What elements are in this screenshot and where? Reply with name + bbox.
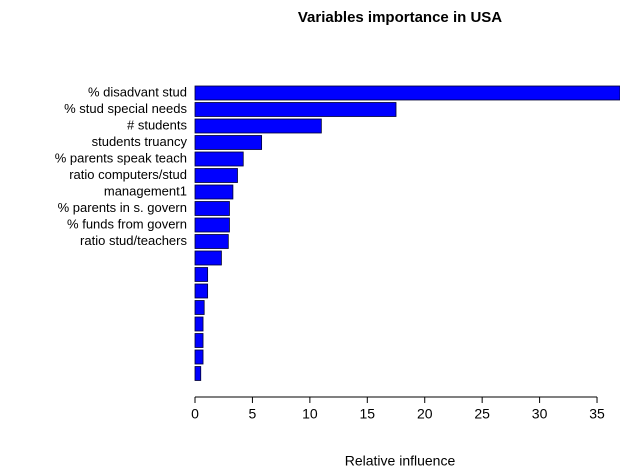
bar (194, 151, 244, 167)
bar (194, 217, 230, 233)
x-tick-label: 5 (249, 406, 257, 422)
y-tick-label: ratio stud/teachers (80, 233, 187, 248)
bar (194, 85, 620, 101)
bar (194, 300, 205, 315)
y-tick-label: % funds from govern (67, 216, 187, 231)
bar (194, 184, 234, 200)
chart-title: Variables importance in USA (298, 9, 502, 26)
bar (194, 267, 209, 282)
x-tick-label: 25 (474, 406, 490, 422)
y-tick-label: % parents speak teach (55, 150, 187, 165)
y-tick-label: students truancy (92, 134, 188, 149)
x-axis-label: Relative influence (345, 453, 456, 469)
bar (194, 250, 222, 266)
bar (194, 349, 204, 365)
bar (194, 366, 202, 381)
bar (194, 168, 238, 183)
bar (194, 283, 209, 299)
x-tick-label: 10 (302, 406, 318, 422)
x-tick-label: 35 (589, 406, 605, 422)
y-tick-label: ratio computers/stud (69, 167, 187, 182)
bar (194, 201, 230, 216)
bar (194, 102, 397, 117)
x-tick-label: 0 (191, 406, 199, 422)
x-tick-label: 15 (360, 406, 376, 422)
y-tick-label: % stud special needs (64, 101, 187, 116)
bar (194, 333, 204, 348)
y-tick-label: % disadvant stud (88, 84, 187, 99)
x-tick-label: 20 (417, 406, 433, 422)
bar (194, 135, 263, 150)
x-tick-label: 30 (532, 406, 548, 422)
y-tick-label: management1 (104, 183, 187, 198)
bar (194, 316, 204, 332)
bar (194, 234, 229, 249)
y-tick-label: % parents in s. govern (58, 200, 187, 215)
y-tick-label: # students (127, 117, 187, 132)
bar (194, 118, 322, 134)
